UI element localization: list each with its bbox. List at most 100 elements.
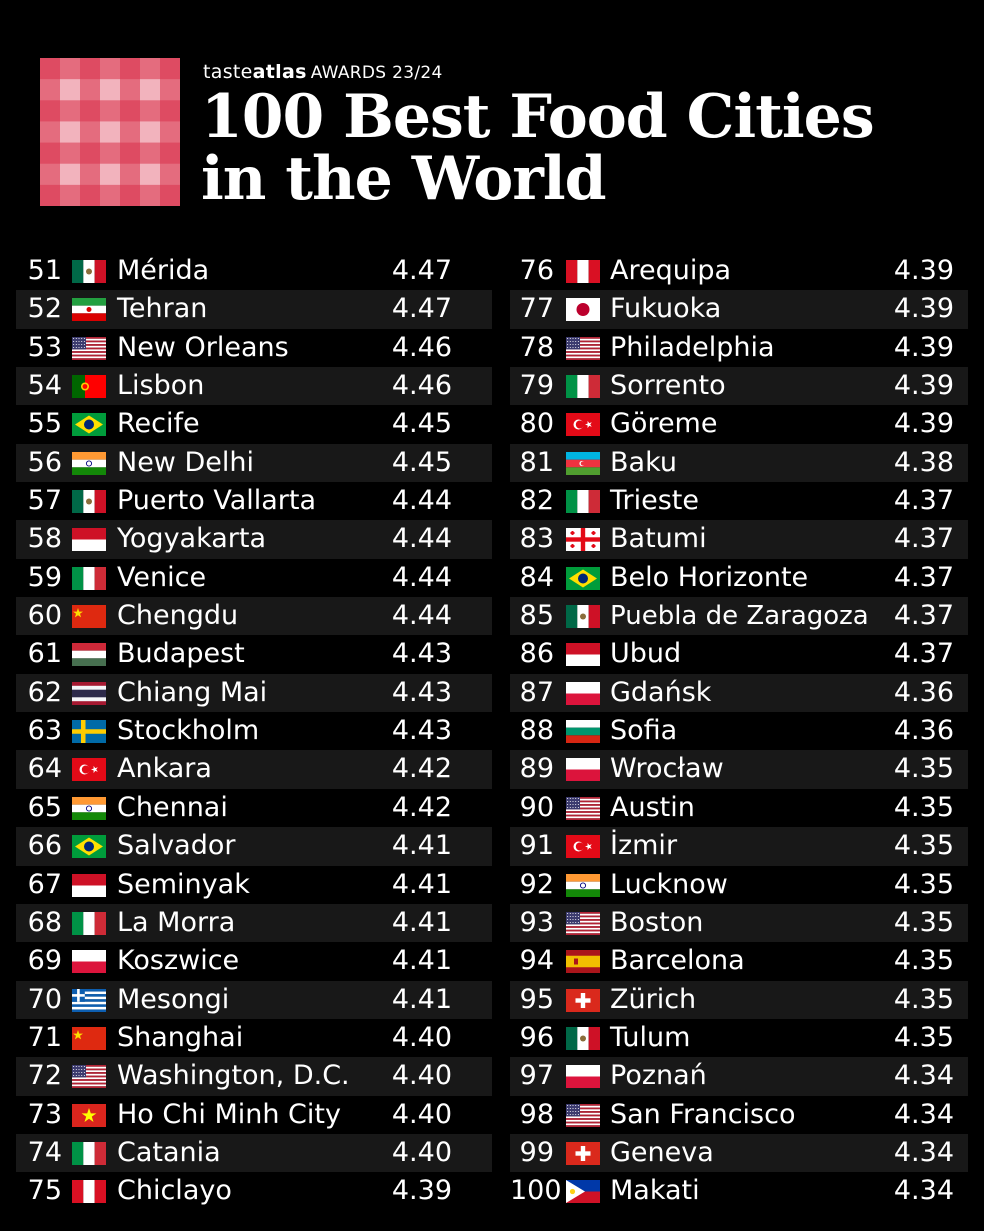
city-name: Catania — [117, 1136, 221, 1168]
ir-flag-icon — [72, 298, 106, 322]
ranking-row: 86 Ubud 4.37 — [510, 635, 968, 673]
ranking-row: 89 Wrocław 4.35 — [510, 750, 968, 789]
rank-number: 64 — [27, 753, 62, 785]
ranking-row: 96 Tulum 4.35 — [510, 1019, 968, 1057]
city-name: Lisbon — [117, 370, 205, 402]
mx-flag-icon — [566, 1026, 600, 1050]
ranking-row: 71 Shanghai 4.40 — [16, 1019, 492, 1057]
us-flag-icon — [566, 336, 600, 360]
pl-flag-icon — [566, 681, 600, 705]
rank-number: 83 — [519, 523, 554, 555]
rank-number: 54 — [27, 370, 62, 402]
city-name: Ubud — [610, 638, 682, 670]
checker-stripe-h — [40, 184, 180, 206]
rank-number: 60 — [27, 600, 62, 632]
ranking-row: 80 Göreme 4.39 — [510, 405, 968, 443]
ranking-row: 60 Chengdu 4.44 — [16, 597, 492, 636]
br-flag-icon — [566, 566, 600, 590]
ranking-row: 53 New Orleans 4.46 — [16, 329, 492, 367]
checkered-logo — [40, 58, 180, 206]
city-name: Mesongi — [117, 983, 230, 1015]
ranking-row: 63 Stockholm 4.43 — [16, 712, 492, 750]
vn-flag-icon — [72, 1103, 106, 1127]
brand-line: tasteatlas AWARDS 23/24 — [203, 60, 443, 85]
city-name: La Morra — [117, 906, 236, 938]
ranking-row: 61 Budapest 4.43 — [16, 635, 492, 673]
tr-flag-icon — [566, 835, 600, 859]
rank-number: 68 — [27, 906, 62, 938]
ranking-row: 64 Ankara 4.42 — [16, 750, 492, 789]
rank-number: 97 — [519, 1060, 554, 1092]
city-name: Venice — [117, 561, 207, 593]
city-name: Puerto Vallarta — [117, 485, 317, 517]
ranking-row: 81 Baku 4.38 — [510, 443, 968, 483]
rating-score: 4.34 — [893, 1136, 954, 1168]
ranking-row: 91 İzmir 4.35 — [510, 827, 968, 866]
checker-stripe-h — [40, 142, 180, 164]
rank-number: 100 — [510, 1175, 562, 1207]
city-name: Tehran — [117, 293, 208, 325]
rating-score: 4.41 — [391, 983, 452, 1015]
ranking-row: 67 Seminyak 4.41 — [16, 866, 492, 904]
rating-score: 4.43 — [391, 676, 452, 708]
rating-score: 4.38 — [893, 446, 954, 478]
ranking-row: 78 Philadelphia 4.39 — [510, 329, 968, 367]
checker-background — [40, 58, 180, 206]
cn-flag-icon — [72, 1026, 106, 1050]
rank-number: 90 — [519, 791, 554, 823]
rating-score: 4.46 — [391, 331, 452, 363]
rating-score: 4.35 — [893, 1021, 954, 1053]
city-name: Boston — [610, 906, 704, 938]
rating-score: 4.47 — [391, 255, 452, 286]
rank-number: 66 — [27, 830, 62, 862]
us-flag-icon — [566, 911, 600, 935]
ranking-row: 98 San Francisco 4.34 — [510, 1096, 968, 1134]
ranking-row: 95 Zürich 4.35 — [510, 980, 968, 1019]
checker-stripe-v — [160, 58, 180, 206]
es-flag-icon — [566, 950, 600, 974]
rank-number: 78 — [519, 331, 554, 363]
ranking-column-right: 76 Arequipa 4.39 77 Fukuoka 4.39 78 Philadelphi… — [510, 252, 968, 1211]
city-name: Sorrento — [610, 370, 726, 402]
ge-flag-icon — [566, 528, 600, 552]
rank-number: 77 — [519, 293, 554, 325]
rank-number: 86 — [519, 638, 554, 670]
us-flag-icon — [566, 1103, 600, 1127]
rating-score: 4.35 — [893, 753, 954, 785]
rating-score: 4.44 — [391, 523, 452, 555]
city-name: Austin — [610, 791, 695, 823]
city-name: Mérida — [117, 255, 210, 286]
us-flag-icon — [72, 1065, 106, 1089]
checker-stripe-v — [120, 58, 140, 206]
rank-number: 76 — [519, 255, 554, 286]
ranking-row: 85 Puebla de Zaragoza 4.37 — [510, 597, 968, 636]
ranking-row: 51 Mérida 4.47 — [16, 252, 492, 290]
rating-score: 4.40 — [391, 1021, 452, 1053]
ranking-row: 79 Sorrento 4.39 — [510, 367, 968, 406]
cn-flag-icon — [72, 605, 106, 629]
rating-score: 4.35 — [893, 830, 954, 862]
ranking-row: 87 Gdańsk 4.36 — [510, 673, 968, 713]
city-name: Baku — [610, 446, 677, 478]
city-name: İzmir — [610, 830, 678, 862]
city-name: Arequipa — [610, 255, 732, 286]
checkered-tablecloth-icon — [40, 58, 180, 206]
rating-score: 4.47 — [391, 293, 452, 325]
city-name: Chiang Mai — [117, 676, 268, 708]
brand-awards: AWARDS 23/24 — [310, 63, 443, 83]
gr-flag-icon — [72, 988, 106, 1012]
it-flag-icon — [72, 566, 106, 590]
rank-number: 79 — [519, 370, 554, 402]
city-name: Tulum — [610, 1021, 691, 1053]
rank-number: 74 — [27, 1136, 62, 1168]
rating-score: 4.35 — [893, 791, 954, 823]
rank-number: 65 — [27, 791, 62, 823]
rank-number: 69 — [27, 945, 62, 977]
rank-number: 73 — [27, 1098, 62, 1130]
city-name: Poznań — [610, 1060, 707, 1092]
ranking-row: 70 Mesongi 4.41 — [16, 980, 492, 1019]
ranking-row: 55 Recife 4.45 — [16, 405, 492, 443]
city-name: Sofia — [610, 715, 678, 747]
city-name: Stockholm — [117, 715, 260, 747]
city-name: Göreme — [610, 408, 718, 440]
